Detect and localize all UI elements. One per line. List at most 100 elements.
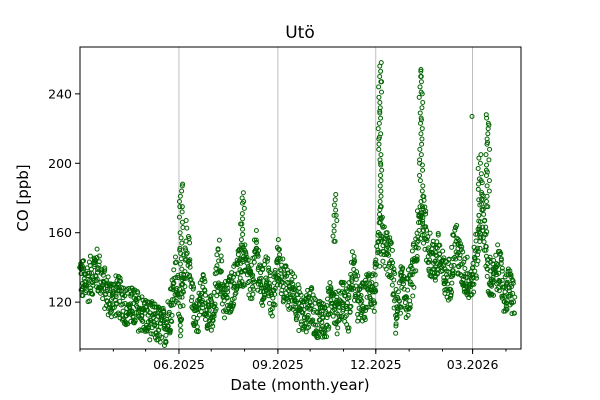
data-point [143,325,149,331]
data-point [484,162,490,168]
data-point [184,250,190,256]
data-point [309,303,315,309]
data-point [248,268,254,274]
data-point [298,319,304,325]
data-point [452,227,458,233]
data-point [325,326,331,332]
data-point [206,302,212,308]
data-point [242,282,248,288]
data-point [253,228,259,234]
data-point [379,214,385,220]
data-point [128,301,134,307]
data-point [376,141,382,147]
data-point [378,115,384,121]
data-point [343,313,349,319]
data-point [376,94,382,100]
data-point [476,197,482,203]
data-point [179,266,185,272]
data-point [178,235,184,241]
data-point [167,328,173,334]
data-point [333,192,339,198]
data-point [187,240,193,246]
data-point [495,242,501,248]
data-point [280,256,286,262]
data-point [512,294,518,300]
data-point [269,292,275,298]
data-point [498,250,504,256]
data-point [448,292,454,298]
data-point [376,84,382,90]
data-point [480,224,486,230]
data-point [287,305,293,311]
data-point [232,271,238,277]
data-point [352,273,358,279]
data-point [448,263,454,269]
data-point [372,289,378,295]
data-point [421,240,426,246]
data-point [110,281,116,287]
data-point [407,302,413,308]
data-point [214,252,220,258]
data-point [419,126,425,132]
data-point [419,188,425,194]
data-point [483,152,489,158]
data-point [341,280,347,286]
data-point [491,278,497,284]
data-point [334,331,340,337]
data-point [391,277,397,283]
data-point [177,261,183,267]
data-point [484,141,490,147]
data-point [451,262,457,268]
data-point [423,211,429,217]
data-point [478,234,484,240]
data-point [366,275,372,281]
data-point [420,100,426,106]
data-point [278,291,284,297]
data-point [213,306,219,312]
data-point [484,183,490,189]
data-point [388,240,394,246]
data-point [483,198,489,204]
data-point [355,318,361,324]
data-point [174,286,180,292]
data-point [485,131,491,137]
data-point [378,188,384,194]
data-point [372,272,378,278]
data-point [510,290,516,296]
data-point [212,301,218,307]
data-point [508,274,514,280]
data-point [400,265,406,271]
data-point [96,262,102,268]
data-point [296,285,302,291]
data-point [179,204,185,210]
data-point [159,318,165,324]
data-point [171,280,177,286]
data-point [140,318,146,324]
data-point [176,198,182,204]
data-point [177,333,183,339]
data-point [472,254,478,260]
data-point [478,152,484,158]
data-point [200,305,206,311]
data-point [322,334,328,340]
data-point [177,193,183,199]
data-point [420,193,426,199]
data-point [231,301,237,307]
data-point [377,157,383,163]
data-point [378,236,384,242]
data-point [312,322,318,328]
data-point [226,279,232,285]
data-point [423,208,429,214]
data-point [418,89,424,95]
data-point [231,281,237,287]
data-point [379,89,385,95]
data-point [450,256,456,262]
data-point [331,228,337,234]
data-point [401,281,407,287]
data-point [484,115,490,121]
data-point [175,300,181,306]
data-point [177,303,183,309]
data-point [414,239,420,245]
data-point [483,172,489,178]
